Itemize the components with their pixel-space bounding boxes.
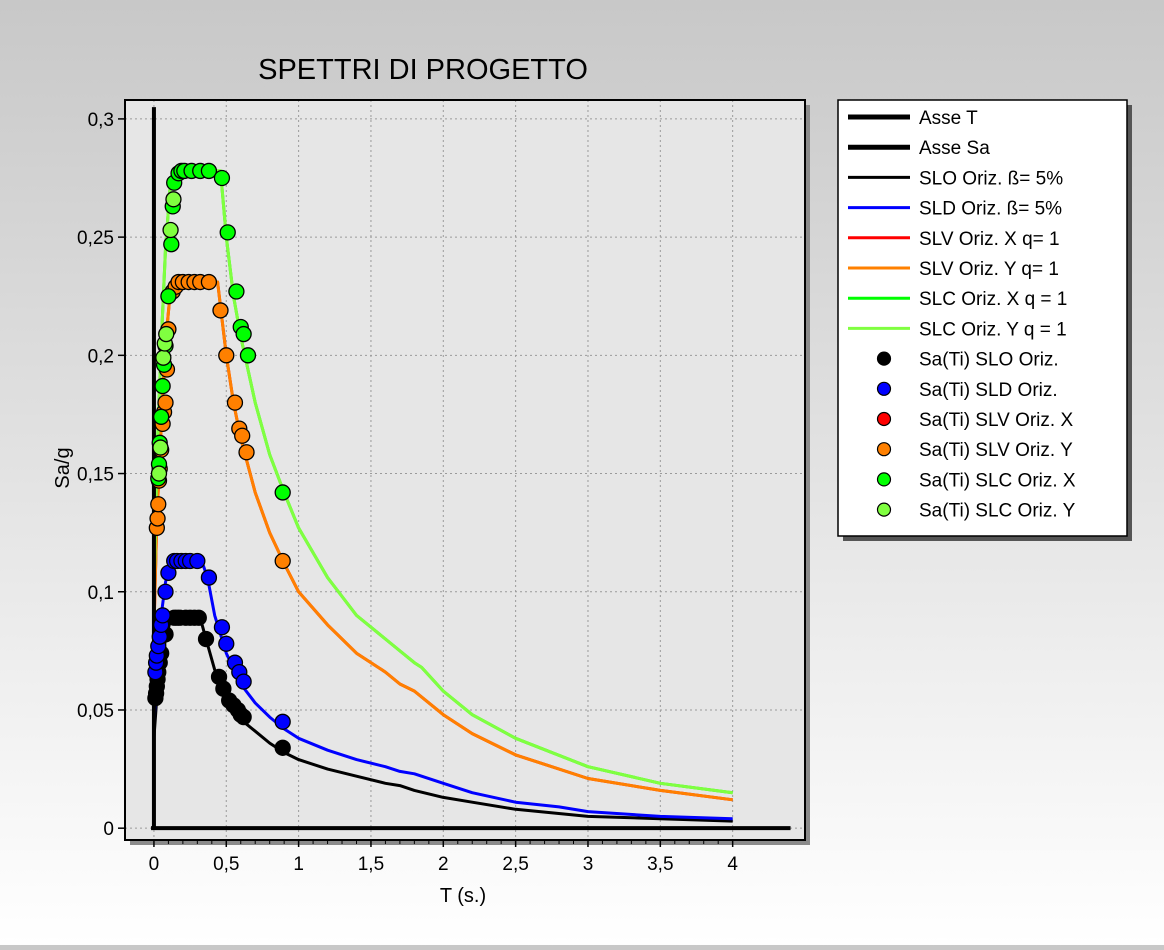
data-point	[200, 273, 218, 291]
data-point	[238, 444, 255, 461]
x-tick-label: 1,5	[358, 854, 384, 875]
data-point	[239, 347, 257, 364]
data-point	[154, 607, 171, 624]
y-axis-label: Sa/g	[52, 447, 74, 488]
data-point	[152, 439, 169, 456]
legend-label: SLC Oriz. X q = 1	[919, 289, 1067, 310]
y-tick-label: 0	[103, 819, 114, 840]
x-tick-label: 0,5	[213, 854, 239, 875]
data-point	[235, 325, 252, 343]
chart-title: SPETTRI DI PROGETTO	[258, 54, 588, 86]
data-point	[274, 713, 291, 730]
legend: Asse T Asse Sa SLO Oriz. ß= 5% SLD Oriz. ß=…	[837, 99, 1132, 541]
legend-swatch-point	[876, 502, 892, 517]
data-point	[158, 325, 175, 343]
x-tick-label: 0	[149, 854, 160, 875]
plot-area: 0 0,5 1 1,5 2 2,5 3 3,5 4 0 0,05 0,1 0,15 0,2 0,25 0,3	[77, 99, 810, 875]
legend-label: Sa(Ti) SLV Oriz. X	[919, 410, 1073, 431]
data-point	[274, 484, 291, 501]
y-tick-label: 0,2	[88, 346, 114, 367]
data-point	[157, 394, 174, 411]
plot-border	[124, 99, 806, 841]
legend-label: Sa(Ti) SLD Oriz.	[919, 380, 1058, 401]
data-point	[160, 288, 177, 305]
data-point	[150, 496, 167, 513]
data-point	[212, 302, 229, 319]
data-point	[226, 394, 244, 411]
legend-label: Sa(Ti) SLO Oriz.	[919, 350, 1059, 371]
legend-swatch-point	[876, 411, 892, 427]
data-point	[235, 673, 252, 690]
legend-label: SLC Oriz. Y q = 1	[919, 319, 1067, 340]
legend-label: Asse Sa	[919, 138, 990, 159]
data-point	[274, 552, 291, 570]
y-tick-label: 0,3	[88, 110, 114, 131]
y-tick-label: 0,15	[77, 465, 114, 486]
legend-label: Sa(Ti) SLC Oriz. Y	[919, 501, 1076, 522]
data-point	[219, 224, 236, 241]
data-point	[228, 283, 245, 300]
y-tick-label: 0,25	[77, 228, 114, 249]
x-tick-label: 2,5	[502, 854, 528, 875]
data-point	[157, 583, 174, 600]
data-point	[197, 630, 215, 648]
data-point	[149, 510, 166, 527]
data-point	[189, 552, 206, 570]
x-tick-label: 2	[438, 854, 449, 875]
data-point	[154, 377, 171, 395]
data-point	[274, 739, 291, 756]
legend-label: SLV Oriz. X q= 1	[919, 229, 1060, 250]
data-point	[153, 408, 170, 425]
data-point	[162, 221, 179, 239]
data-point	[155, 349, 172, 366]
y-tick-label: 0,05	[77, 701, 114, 722]
data-point	[190, 609, 207, 626]
data-point	[165, 191, 182, 208]
legend-label: SLO Oriz. ß= 5%	[919, 168, 1063, 189]
data-point	[200, 569, 218, 586]
legend-swatch-point	[876, 381, 892, 396]
x-tick-label: 3	[583, 854, 594, 875]
legend-swatch-point	[876, 442, 892, 457]
data-point	[200, 162, 218, 180]
legend-label: Asse T	[919, 108, 978, 129]
data-point	[213, 619, 231, 636]
x-tick-label: 1	[293, 854, 304, 875]
legend-swatch-point	[876, 351, 892, 366]
data-point	[234, 427, 251, 444]
legend-label: SLD Oriz. ß= 5%	[919, 199, 1062, 220]
data-point	[163, 236, 180, 253]
legend-label: SLV Oriz. Y q= 1	[919, 259, 1059, 280]
y-tick-label: 0,1	[88, 583, 114, 604]
data-point	[213, 169, 231, 187]
x-axis-label: T (s.)	[440, 885, 486, 907]
legend-box	[837, 99, 1128, 537]
data-point	[150, 465, 168, 482]
data-point	[218, 635, 235, 652]
x-tick-label: 3,5	[647, 854, 673, 875]
data-point	[218, 347, 235, 364]
legend-swatch-point	[876, 472, 892, 487]
legend-label: Sa(Ti) SLC Oriz. X	[919, 470, 1076, 491]
data-point	[235, 708, 252, 726]
legend-label: Sa(Ti) SLV Oriz. Y	[919, 440, 1073, 461]
x-tick-label: 4	[727, 854, 738, 875]
